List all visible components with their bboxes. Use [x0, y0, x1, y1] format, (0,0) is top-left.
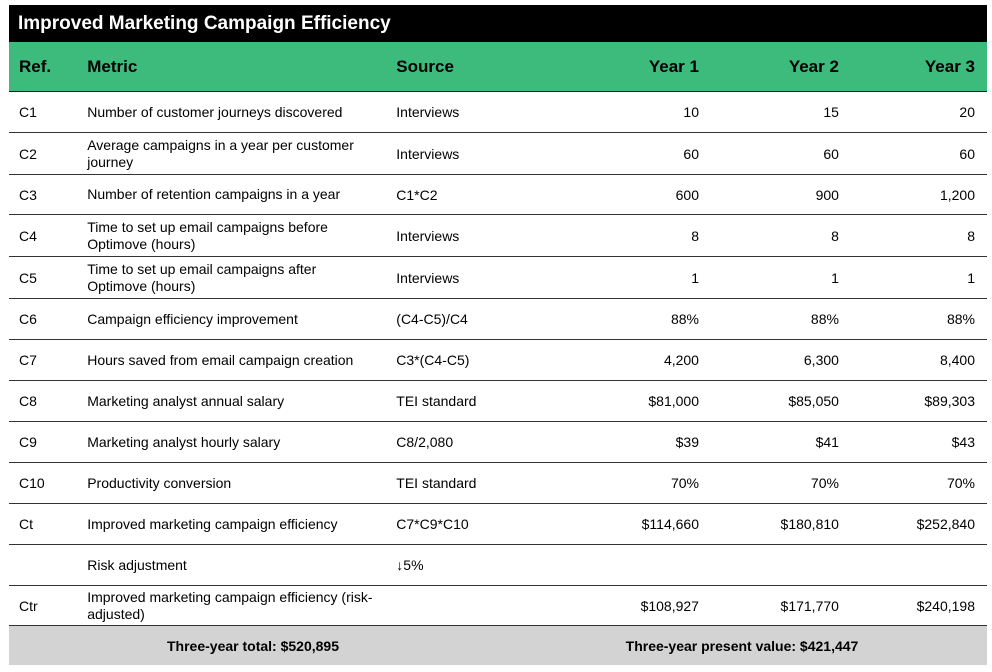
cell-metric: Number of retention campaigns in a year [87, 186, 341, 202]
cell-year1: 1 [691, 269, 699, 286]
cell-ref: C1 [19, 104, 37, 120]
cell-year3: 8 [967, 227, 975, 244]
table-row: C9 Marketing analyst hourly salary C8/2,08… [9, 422, 987, 463]
cell-year1: $108,927 [640, 597, 699, 614]
cell-source: C3*(C4-C5) [396, 352, 470, 368]
cell-ref: C5 [19, 269, 37, 286]
cell-source: C7*C9*C10 [396, 516, 469, 532]
table-row: C3 Number of retention campaigns in a yea… [9, 175, 987, 215]
cell-year3: 88% [946, 311, 975, 327]
header-metric: Metric [87, 57, 138, 76]
cell-ref: C4 [19, 227, 37, 244]
table-row: Ct Improved marketing campaign efficiency… [9, 504, 987, 545]
table-row: Ctr Improved marketing campaign efficienc… [9, 586, 987, 626]
table-title: Improved Marketing Campaign Efficiency [9, 5, 987, 42]
cell-year1: 600 [675, 186, 699, 203]
header-year3: Year 3 [924, 56, 975, 76]
cell-metric: Risk adjustment [87, 556, 187, 573]
cell-source: Interviews [396, 227, 460, 244]
header-source: Source [396, 56, 454, 76]
cell-year1: 10 [683, 104, 699, 120]
cell-ref: C10 [19, 475, 45, 491]
cell-ref: Ctr [19, 597, 38, 614]
cell-year2: $85,050 [788, 393, 839, 409]
cell-metric: Average campaigns in a year per customer… [87, 136, 354, 170]
cell-metric: Campaign efficiency improvement [87, 310, 298, 327]
cell-year2: 8 [831, 227, 839, 244]
cell-year1: $114,660 [641, 516, 699, 532]
cell-metric: Improved marketing campaign efficiency [87, 515, 338, 532]
cell-year2: 1 [831, 269, 839, 286]
cell-year2: 6,300 [803, 352, 839, 368]
cell-year2: $41 [815, 434, 839, 450]
cell-ref: C6 [19, 311, 37, 327]
table-row: C1 Number of customer journeys discovered… [9, 92, 987, 133]
header-year2: Year 2 [788, 56, 839, 76]
cell-ref: C2 [19, 145, 37, 162]
table-row: C6 Campaign efficiency improvement (C4-C5)… [9, 299, 987, 340]
cell-year3: 8,400 [939, 352, 975, 368]
cell-metric: Marketing analyst hourly salary [87, 433, 281, 450]
cell-metric: Marketing analyst annual salary [87, 392, 285, 409]
cell-year3: $43 [951, 434, 975, 450]
table-row: C10 Productivity conversion TEI standard 70… [9, 463, 987, 504]
cell-ref: Ct [19, 516, 33, 532]
cell-year2: 70% [810, 475, 839, 491]
efficiency-table: Improved Marketing Campaign Efficiency R… [9, 5, 987, 665]
cell-source: C1*C2 [396, 186, 438, 203]
cell-year1: 88% [670, 311, 699, 327]
cell-year1: $81,000 [648, 393, 699, 409]
cell-ref: C7 [19, 352, 37, 368]
cell-source: Interviews [396, 269, 460, 286]
header-ref: Ref. [19, 56, 52, 76]
cell-year1: $39 [675, 434, 699, 450]
cell-ref: C3 [19, 186, 37, 203]
table-footer: Three-year total: $520,895 Three-year pr… [9, 626, 987, 665]
three-year-total: Three-year total: $520,895 [167, 637, 339, 654]
cell-source: TEI standard [396, 475, 477, 491]
cell-year3: $89,303 [924, 393, 975, 409]
header-year1: Year 1 [648, 56, 699, 76]
cell-source: ↓5% [396, 557, 424, 573]
three-year-present-value: Three-year present value: $421,447 [625, 637, 859, 654]
cell-metric: Improved marketing campaign efficiency (… [87, 588, 373, 622]
cell-year1: 4,200 [663, 352, 699, 368]
cell-year2: 15 [823, 104, 839, 120]
table-row: C7 Hours saved from email campaign creati… [9, 340, 987, 381]
cell-source: C8/2,080 [396, 434, 454, 450]
table-row: C5 Time to set up email campaigns after O… [9, 257, 987, 299]
cell-year3: 1,200 [939, 186, 975, 203]
table-row: C8 Marketing analyst annual salary TEI sta… [9, 381, 987, 422]
cell-metric: Time to set up email campaigns before Op… [87, 218, 328, 252]
table-header-row: Ref. Metric Source Year 1 Year 2 Year 3 [9, 42, 987, 92]
cell-year1: 60 [683, 145, 699, 162]
cell-year3: 20 [959, 104, 975, 120]
cell-year3: 1 [967, 269, 975, 286]
cell-source: (C4-C5)/C4 [396, 311, 468, 327]
table-row: C4 Time to set up email campaigns before … [9, 215, 987, 257]
cell-year1: 8 [691, 227, 699, 244]
cell-metric: Hours saved from email campaign creation [87, 351, 354, 368]
table-row: C2 Average campaigns in a year per custom… [9, 133, 987, 175]
cell-source: TEI standard [396, 393, 477, 409]
cell-year3: 60 [959, 145, 975, 162]
cell-year3: 70% [946, 475, 975, 491]
cell-year2: 900 [815, 186, 839, 203]
cell-year3: $240,198 [916, 597, 975, 614]
cell-year2: 88% [810, 311, 839, 327]
cell-metric: Number of customer journeys discovered [87, 103, 343, 120]
table-row: Risk adjustment ↓5% [9, 545, 987, 586]
cell-year2: $171,770 [780, 597, 839, 614]
cell-year2: 60 [823, 145, 839, 162]
cell-ref: C8 [19, 393, 37, 409]
cell-year3: $252,840 [916, 516, 975, 532]
cell-metric: Time to set up email campaigns after Opt… [87, 260, 317, 294]
cell-source: Interviews [396, 104, 460, 120]
cell-metric: Productivity conversion [87, 474, 232, 491]
cell-year1: 70% [670, 475, 699, 491]
cell-year2: $180,810 [780, 516, 839, 532]
cell-source: Interviews [396, 145, 460, 162]
cell-ref: C9 [19, 434, 37, 450]
